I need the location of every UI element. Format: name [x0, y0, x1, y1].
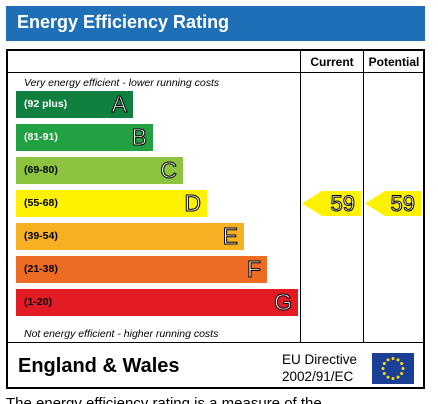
divider-current — [300, 51, 301, 343]
rating-frame: Current Potential Very energy efficient … — [6, 49, 425, 389]
band-letter: B — [131, 124, 147, 151]
current-rating-arrow: 59 — [302, 191, 361, 216]
band-d: (55-68) D — [16, 190, 207, 217]
eu-stars-ring — [381, 357, 405, 380]
eu-flag-icon — [372, 353, 414, 384]
chart-title: Energy Efficiency Rating — [17, 12, 230, 32]
band-letter: D — [184, 190, 202, 217]
band-b: (81-91) B — [16, 124, 153, 151]
eu-star — [400, 362, 404, 365]
eu-star — [382, 372, 386, 375]
directive-line1: EU Directive — [282, 352, 358, 367]
eu-star — [400, 372, 404, 375]
band-letter: G — [274, 289, 293, 316]
band-range: (55-68) — [24, 197, 58, 209]
eu-star — [382, 362, 386, 365]
eu-star — [391, 357, 395, 360]
note-inefficient: Not energy efficient - higher running co… — [24, 328, 219, 340]
directive-line2: 2002/91/EC — [282, 369, 354, 384]
potential-rating-arrow: 59 — [365, 191, 421, 216]
band-g: (1-20) G — [16, 289, 298, 316]
band-letter: F — [246, 256, 261, 283]
region-label: England & Wales — [18, 355, 180, 377]
eu-star — [396, 375, 400, 379]
column-potential-header: Potential — [368, 55, 420, 69]
band-letter: C — [160, 157, 178, 184]
eu-star — [386, 375, 390, 379]
column-current-header: Current — [310, 55, 354, 69]
band-range: (21-38) — [24, 263, 58, 275]
band-range: (81-91) — [24, 131, 58, 143]
footer-divider — [8, 342, 423, 343]
eu-star — [381, 367, 385, 370]
potential-rating-value: 59 — [390, 191, 416, 216]
note-efficient: Very energy efficient - lower running co… — [24, 77, 220, 89]
band-e: (39-54) E — [16, 223, 244, 250]
band-letter: A — [111, 91, 127, 118]
eu-star — [396, 358, 400, 362]
band-range: (69-80) — [24, 164, 58, 176]
current-rating-value: 59 — [330, 191, 356, 216]
divider-potential — [363, 51, 364, 343]
band-range: (1-20) — [24, 296, 53, 308]
band-f: (21-38) F — [16, 256, 267, 283]
band-c: (69-80) C — [16, 157, 183, 184]
eu-star — [391, 377, 395, 380]
title-bar: Energy Efficiency Rating — [6, 6, 425, 41]
description-text: The energy efficiency rating is a measur… — [6, 395, 322, 404]
eu-star — [386, 358, 390, 362]
band-a: (92 plus) A — [16, 91, 133, 118]
eu-star — [401, 367, 405, 370]
header-divider — [8, 72, 423, 73]
band-range: (92 plus) — [24, 98, 68, 110]
band-letter: E — [222, 223, 238, 250]
band-range: (39-54) — [24, 230, 58, 242]
